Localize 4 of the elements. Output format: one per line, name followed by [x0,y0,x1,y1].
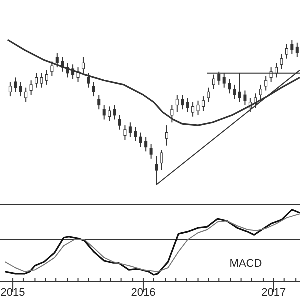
x-tick-label: 2016 [131,287,156,299]
annotation: MACD [230,258,262,270]
x-tick-label: 2015 [0,287,26,299]
x-tick-label: 2017 [262,287,286,299]
